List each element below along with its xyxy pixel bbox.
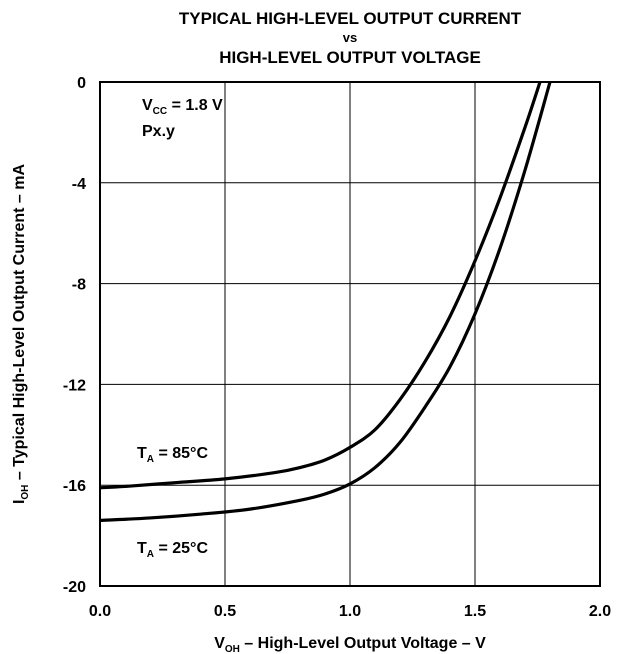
series-label-25c: TA = 25°C <box>137 540 208 560</box>
y-tick-label: -12 <box>63 377 86 394</box>
y-axis-label-sub: OH <box>20 485 31 500</box>
y-axis-label: IOH – Typical High-Level Output Current … <box>11 164 31 505</box>
chart-title-line2: vs <box>343 30 357 45</box>
vcc-annotation-main: V <box>142 97 153 114</box>
x-tick-label: 2.0 <box>589 603 611 620</box>
series-label-25c-main: T <box>137 540 147 557</box>
curves <box>99 81 552 523</box>
series-label-85c-sub: A <box>147 454 154 465</box>
series-line-25c <box>99 81 552 523</box>
y-tick-label: -16 <box>63 478 86 495</box>
port-annotation: Px.y <box>142 123 175 140</box>
x-axis-label: VOH – High-Level Output Voltage – V <box>214 635 486 654</box>
x-tick-label: 1.0 <box>339 603 361 620</box>
tick-labels: 0.0 0.5 1.0 1.5 2.0 0 -4 -8 -12 -16 -20 <box>63 75 611 620</box>
y-axis-label-main: I <box>11 500 28 504</box>
series-label-85c-rest: = 85°C <box>154 445 208 462</box>
series-label-85c: TA = 85°C <box>137 445 208 465</box>
y-tick-label: -4 <box>72 176 86 193</box>
grid-lines <box>99 81 601 587</box>
x-tick-label: 0.5 <box>214 603 236 620</box>
plot-frame <box>99 81 601 587</box>
x-axis-label-sub: OH <box>225 644 240 654</box>
y-tick-label: -20 <box>63 579 86 596</box>
vcc-annotation-sub: CC <box>153 106 167 117</box>
chart-title-line1: TYPICAL HIGH-LEVEL OUTPUT CURRENT <box>179 9 522 28</box>
vcc-annotation: VCC = 1.8 V <box>142 97 223 117</box>
x-axis-label-main: V <box>214 635 225 652</box>
series-line-85c <box>99 81 542 490</box>
vcc-annotation-rest: = 1.8 V <box>167 97 223 114</box>
y-axis-label-rest: – Typical High-Level Output Current – mA <box>11 164 28 485</box>
chart-title-line3: HIGH-LEVEL OUTPUT VOLTAGE <box>219 48 481 67</box>
series-label-25c-sub: A <box>147 549 154 560</box>
series-label-25c-rest: = 25°C <box>154 540 208 557</box>
series-label-85c-main: T <box>137 445 147 462</box>
y-tick-label: 0 <box>77 75 86 92</box>
x-tick-label: 1.5 <box>464 603 486 620</box>
y-tick-label: -8 <box>72 277 86 294</box>
x-tick-label: 0.0 <box>89 603 111 620</box>
x-axis-label-rest: – High-Level Output Voltage – V <box>240 635 486 652</box>
